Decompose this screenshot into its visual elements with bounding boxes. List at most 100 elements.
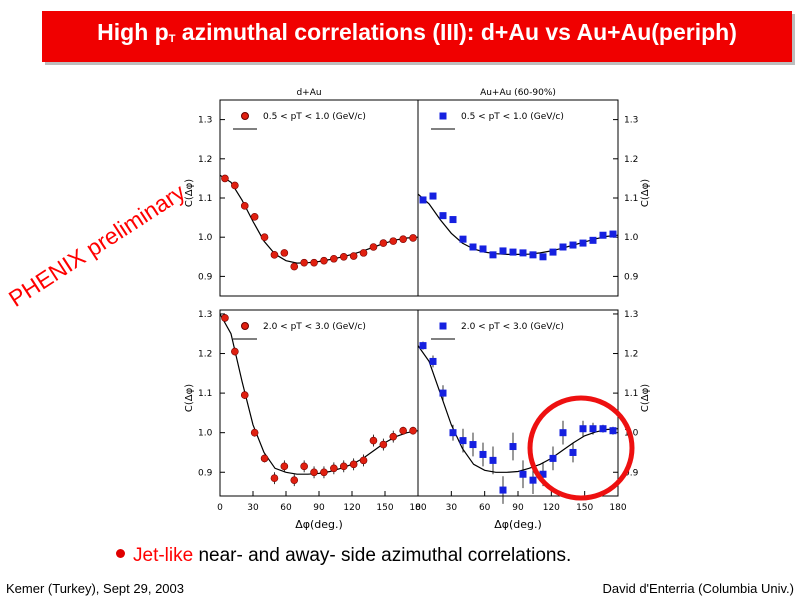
data-point (549, 454, 557, 462)
data-point (579, 425, 587, 433)
legend-marker (241, 322, 249, 330)
x-tick-label: 30 (446, 503, 458, 513)
data-point (599, 425, 607, 433)
x-tick-label: 60 (280, 503, 292, 513)
data-point (339, 252, 348, 261)
data-point (459, 235, 467, 243)
data-point (519, 470, 527, 478)
data-point (459, 437, 467, 445)
x-tick-label: 60 (479, 503, 491, 513)
data-point (250, 428, 259, 437)
legend-label: 2.0 < pT < 3.0 (GeV/c) (461, 322, 564, 332)
data-point (539, 470, 547, 478)
data-point (419, 342, 427, 350)
title-text-post: azimuthal correlations (III): d+Au vs Au… (175, 19, 737, 45)
y-axis-label: C(Δφ) (184, 179, 195, 207)
data-point (290, 262, 299, 271)
x-tick-label: 120 (543, 503, 560, 513)
data-point (469, 243, 477, 251)
data-point (569, 241, 577, 249)
highlight-circle (527, 395, 635, 501)
bullet-highlight-text: Jet-like (133, 545, 194, 566)
data-point (300, 462, 308, 471)
data-point (310, 258, 318, 267)
data-point (240, 202, 249, 210)
data-point (349, 252, 358, 260)
data-point (369, 436, 378, 445)
data-point (439, 389, 447, 397)
y-tick-label: 1.0 (198, 233, 213, 243)
title-subscript: T (168, 33, 176, 45)
x-tick-label: 90 (512, 503, 524, 513)
data-point (231, 181, 239, 190)
data-point (280, 462, 289, 471)
legend-label: 2.0 < pT < 3.0 (GeV/c) (263, 322, 366, 332)
data-point (439, 212, 447, 220)
y-tick-label: 1.0 (198, 429, 213, 439)
bullet-point: Jet-like near- and away- side azimuthal … (116, 545, 571, 567)
data-point (519, 249, 527, 257)
data-point (429, 192, 437, 200)
title-bar: High pT azimuthal correlations (III): d+… (42, 11, 792, 62)
panel-frame (417, 309, 619, 497)
fit-curve (417, 345, 619, 473)
y-tick-label: 1.1 (198, 389, 212, 399)
y-tick-label: 0.9 (624, 272, 639, 282)
data-point (240, 391, 249, 399)
data-point (280, 249, 289, 257)
data-point (330, 254, 338, 263)
data-point (379, 440, 388, 449)
data-point (339, 462, 348, 471)
legend-label: 0.5 < pT < 1.0 (GeV/c) (263, 112, 366, 122)
x-tick-label: 120 (343, 503, 360, 513)
data-point (270, 474, 279, 482)
x-tick-label: 30 (247, 503, 259, 513)
y-tick-label: 1.2 (198, 155, 212, 165)
data-point (589, 425, 597, 433)
y-tick-label: 0.9 (198, 272, 213, 282)
data-point (330, 464, 338, 473)
x-axis-label: Δφ(deg.) (295, 518, 343, 531)
panel-title: d+Au (296, 88, 321, 98)
data-point (579, 239, 587, 247)
bullet-dot-icon (116, 549, 125, 558)
data-point (589, 236, 597, 244)
fit-curve (417, 193, 619, 255)
y-tick-label: 0.9 (198, 468, 213, 478)
data-point (599, 231, 607, 239)
data-point (499, 247, 507, 255)
data-point (399, 235, 407, 243)
data-point (449, 216, 457, 224)
x-tick-label: 0 (217, 503, 223, 513)
y-tick-label: 1.1 (624, 389, 638, 399)
legend-marker (439, 322, 447, 330)
data-point (559, 429, 567, 437)
data-point (359, 456, 368, 465)
y-axis-label: C(Δφ) (184, 384, 195, 412)
x-tick-label: 180 (609, 503, 626, 513)
data-point (349, 460, 358, 469)
fit-curve (219, 313, 419, 475)
y-tick-label: 1.3 (624, 116, 638, 126)
data-point (429, 357, 437, 365)
slide-title: High pT azimuthal correlations (III): d+… (42, 19, 792, 46)
data-point (290, 476, 299, 484)
data-point (221, 314, 229, 322)
footer-author: David d'Enterria (Columbia Univ.) (602, 581, 794, 596)
data-point (469, 441, 477, 449)
data-point (489, 456, 497, 464)
legend-label: 0.5 < pT < 1.0 (GeV/c) (461, 112, 564, 122)
data-point (320, 256, 328, 265)
data-point (389, 432, 398, 441)
data-point (529, 251, 537, 259)
data-point (389, 237, 398, 245)
data-point (569, 448, 577, 456)
x-axis-label: Δφ(deg.) (494, 518, 542, 531)
data-point (479, 450, 487, 458)
data-point (260, 233, 269, 241)
data-point (270, 251, 279, 259)
x-tick-label: 150 (376, 503, 393, 513)
legend-marker (439, 112, 447, 120)
data-point (409, 426, 417, 435)
